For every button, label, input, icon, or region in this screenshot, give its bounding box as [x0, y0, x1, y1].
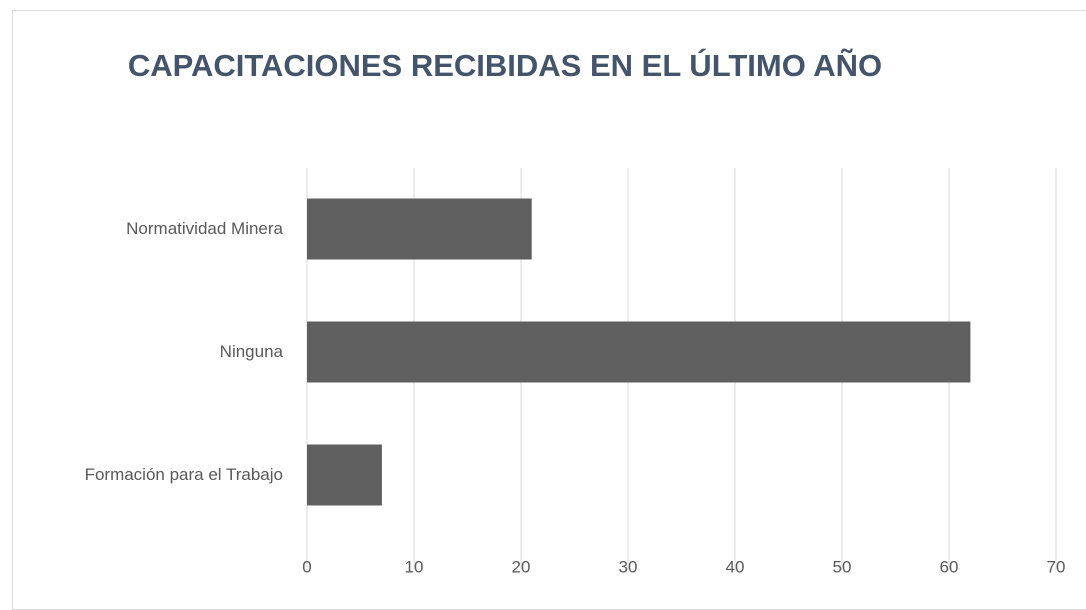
page: {"chart_data": {"type": "bar", "orientat…	[12, 10, 1086, 610]
x-tick-label: 30	[619, 557, 638, 576]
chart-title: CAPACITACIONES RECIBIDAS EN EL ÚLTIMO AÑ…	[127, 48, 883, 83]
bar	[307, 321, 971, 383]
y-tick-label: Normatividad Minera	[126, 219, 283, 238]
x-tick-label: 60	[940, 557, 959, 576]
y-tick-label: Formación para el Trabajo	[85, 465, 283, 484]
x-tick-label: 20	[512, 557, 531, 576]
x-tick-label: 50	[833, 557, 852, 576]
x-tick-label: 70	[1047, 557, 1066, 576]
bar	[307, 444, 382, 506]
x-tick-label: 40	[726, 557, 745, 576]
y-tick-label: Ninguna	[220, 342, 284, 361]
x-tick-label: 0	[302, 557, 311, 576]
chart: 0 10 20 30 40 50 60 70 Normatividad Minera Ningun…	[85, 168, 1066, 576]
bar	[307, 198, 532, 260]
x-tick-label: 10	[405, 557, 424, 576]
